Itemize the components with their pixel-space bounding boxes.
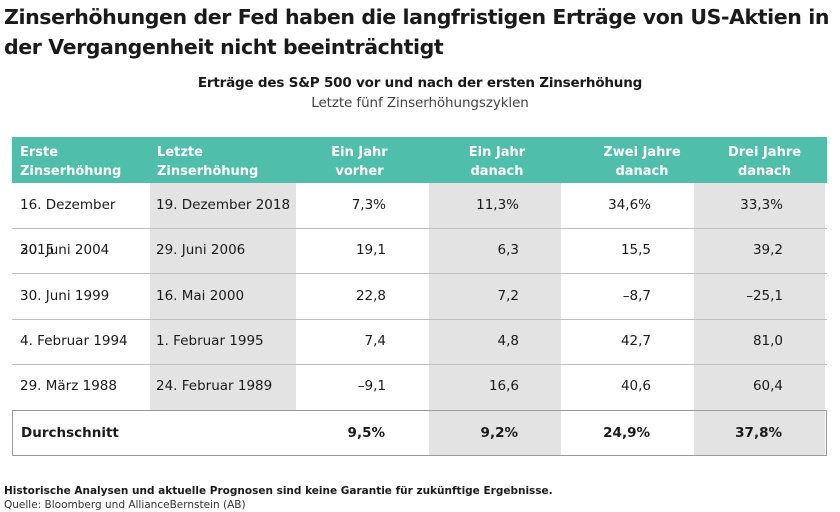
- cell-last-hike: 16. Mai 2000: [156, 287, 245, 304]
- average-two-years-after: 24,9%: [603, 425, 650, 441]
- cell-one-year-after: 11,3%: [476, 197, 519, 213]
- chart-subtitle: Letzte fünf Zinserhöhungszyklen: [311, 95, 529, 111]
- cell-one-year-after: 6,3: [497, 242, 519, 259]
- cell-first-hike: 16. Dezember 2015: [20, 197, 116, 258]
- cell-two-years-after: 40,6: [620, 378, 651, 395]
- cell-one-year-before: 19,1: [355, 242, 386, 259]
- average-row: Durchschnitt 9,5% 9,2% 24,9% 37,8%: [12, 410, 827, 456]
- table-header: Erste Zinserhöhung Letzte Zinserhöhung Ein J…: [12, 137, 827, 183]
- header-one-year-after-line: danach: [470, 164, 524, 179]
- header-first-hike: Erste Zinserhöhung: [20, 143, 145, 181]
- header-first-hike-line: Zinserhöhung: [20, 164, 122, 179]
- cell-two-years-after: 42,7: [620, 332, 651, 349]
- cell-three-years-after: 33,3%: [740, 197, 783, 213]
- cell-one-year-before: 22,8: [355, 287, 386, 304]
- table-row: 30. Juni 2004 29. Juni 2006 19,1 6,3 15,5 39,…: [12, 228, 827, 273]
- cell-one-year-after: 7,2: [497, 287, 519, 304]
- header-last-hike-line: Letzte: [157, 145, 203, 160]
- cell-three-years-after: 81,0: [752, 332, 783, 349]
- cell-three-years-after: 39,2: [752, 242, 783, 259]
- row-divider: [12, 318, 827, 320]
- header-three-years-after-line: Drei Jahre: [727, 145, 802, 160]
- table-row: 29. März 1988 24. Februar 1989 –9,1 16,6 40,…: [12, 364, 827, 409]
- cell-three-years-after: –25,1: [746, 287, 783, 304]
- table-row: 4. Februar 1994 1. Februar 1995 7,4 4,8 42,7…: [12, 319, 827, 364]
- header-two-years-after-line: Zwei Jahre: [603, 145, 681, 160]
- header-three-years-after-line: danach: [737, 164, 792, 179]
- disclaimer-footnote: Historische Analysen und aktuelle Progno…: [4, 485, 553, 497]
- column-shade: [150, 183, 296, 410]
- cell-last-hike: 1. Februar 1995: [156, 332, 264, 349]
- cell-last-hike: 29. Juni 2006: [156, 242, 246, 259]
- cell-last-hike: 24. Februar 1989: [156, 378, 273, 395]
- header-one-year-after-line: Ein Jahr: [468, 145, 526, 160]
- returns-table: Erste Zinserhöhung Letzte Zinserhöhung Ein J…: [12, 137, 827, 456]
- header-one-year-after: Ein Jahr danach: [432, 143, 562, 181]
- cell-one-year-after: 4,8: [497, 332, 519, 349]
- cell-two-years-after: 15,5: [620, 242, 651, 259]
- cell-first-hike: 30. Juni 1999: [20, 287, 110, 304]
- source-note: Quelle: Bloomberg und AllianceBernstein …: [4, 499, 246, 511]
- average-first-hike: Durchschnitt: [21, 425, 119, 441]
- cell-two-years-after: –8,7: [622, 287, 651, 304]
- row-divider: [12, 228, 827, 229]
- row-divider: [12, 273, 827, 275]
- headline: Zinserhöhungen der Fed haben die langfri…: [4, 5, 830, 59]
- chart-title: Erträge des S&P 500 vor und nach der ers…: [197, 75, 643, 91]
- average-one-year-after: 9,2%: [480, 425, 518, 441]
- header-two-years-after-line: danach: [615, 164, 669, 179]
- average-three-years-after: 37,8%: [735, 425, 782, 441]
- header-last-hike: Letzte Zinserhöhung: [157, 143, 292, 181]
- cell-one-year-before: –9,1: [357, 378, 386, 395]
- cell-two-years-after: 34,6%: [608, 197, 651, 213]
- header-two-years-after: Zwei Jahre danach: [572, 143, 712, 181]
- average-one-year-before: 9,5%: [347, 425, 385, 441]
- cell-first-hike: 4. Februar 1994: [20, 332, 128, 349]
- cell-one-year-before: 7,3%: [351, 197, 386, 213]
- cell-one-year-before: 7,4: [364, 332, 386, 349]
- cell-first-hike: 30. Juni 2004: [20, 242, 110, 259]
- header-last-hike-line: Zinserhöhung: [157, 164, 259, 179]
- cell-one-year-after: 16,6: [488, 378, 519, 395]
- header-three-years-after: Drei Jahre danach: [702, 143, 827, 181]
- row-divider: [12, 363, 827, 365]
- header-one-year-before: Ein Jahr vorher: [302, 143, 417, 181]
- header-first-hike-line: Erste: [20, 145, 59, 160]
- table-row: 30. Juni 1999 16. Mai 2000 22,8 7,2 –8,7 –25,…: [12, 274, 827, 319]
- cell-three-years-after: 60,4: [752, 378, 783, 395]
- header-one-year-before-line: vorher: [335, 164, 384, 179]
- table-row: 16. Dezember 2015 19. Dezember 2018 7,3% 11…: [12, 183, 827, 258]
- cell-last-hike: 19. Dezember 2018: [156, 197, 291, 213]
- header-one-year-before-line: Ein Jahr: [331, 145, 388, 160]
- cell-first-hike: 29. März 1988: [20, 378, 117, 395]
